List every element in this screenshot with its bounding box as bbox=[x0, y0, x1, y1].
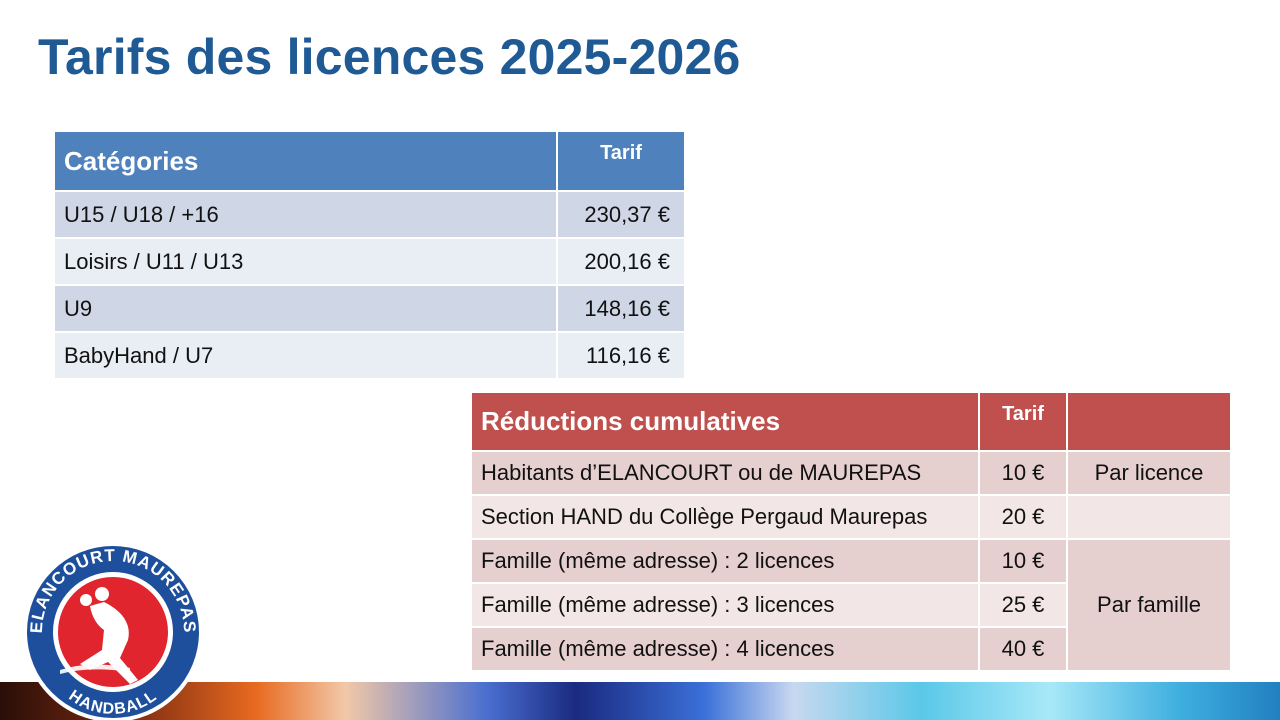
reduction-label-cell: Famille (même adresse) : 3 licences bbox=[470, 582, 980, 628]
club-logo: ELANCOURT MAUREPAS HANDBALL bbox=[23, 542, 203, 720]
category-cell: U15 / U18 / +16 bbox=[53, 190, 558, 239]
table-row: Famille (même adresse) : 4 licences 40 € bbox=[470, 626, 1231, 672]
handball-player-icon bbox=[60, 587, 138, 684]
column-header-categories: Catégories bbox=[53, 132, 558, 192]
price-cell: 200,16 € bbox=[556, 237, 686, 286]
column-header-tarif: Tarif bbox=[978, 393, 1068, 452]
column-header-scope bbox=[1066, 393, 1232, 452]
reduction-amount-cell: 10 € bbox=[978, 450, 1068, 496]
reduction-label-cell: Famille (même adresse) : 2 licences bbox=[470, 538, 980, 584]
price-cell: 148,16 € bbox=[556, 284, 686, 333]
table-row: U15 / U18 / +16 230,37 € bbox=[53, 190, 686, 239]
decorative-bottom-band bbox=[0, 682, 1280, 720]
reduction-label-cell: Section HAND du Collège Pergaud Maurepas bbox=[470, 494, 980, 540]
reduction-amount-cell: 40 € bbox=[978, 626, 1068, 672]
category-cell: BabyHand / U7 bbox=[53, 331, 558, 380]
category-cell: Loisirs / U11 / U13 bbox=[53, 237, 558, 286]
reduction-label-cell: Habitants d’ELANCOURT ou de MAUREPAS bbox=[470, 450, 980, 496]
reduction-amount-cell: 10 € bbox=[978, 538, 1068, 584]
table-header-row: Catégories Tarif bbox=[53, 132, 686, 192]
category-cell: U9 bbox=[53, 284, 558, 333]
reduction-scope-cell bbox=[1066, 494, 1232, 540]
column-header-reductions: Réductions cumulatives bbox=[470, 393, 980, 452]
table-row: Loisirs / U11 / U13 200,16 € bbox=[53, 237, 686, 286]
table-header-row: Réductions cumulatives Tarif bbox=[470, 393, 1232, 452]
reductions-table: Réductions cumulatives Tarif Habitants d… bbox=[470, 393, 1232, 672]
table-row: Famille (même adresse) : 3 licences 25 € bbox=[470, 582, 1231, 628]
table-row: Section HAND du Collège Pergaud Maurepas… bbox=[470, 494, 1232, 540]
table-row: BabyHand / U7 116,16 € bbox=[53, 331, 686, 380]
table-row: Habitants d’ELANCOURT ou de MAUREPAS 10 … bbox=[470, 450, 1232, 496]
table-row: Famille (même adresse) : 2 licences 10 €… bbox=[470, 538, 1232, 672]
price-cell: 230,37 € bbox=[556, 190, 686, 239]
reduction-scope-cell: Par licence bbox=[1066, 450, 1232, 496]
reduction-amount-cell: 20 € bbox=[978, 494, 1068, 540]
column-header-tarif: Tarif bbox=[556, 132, 686, 192]
reduction-scope-cell: Par famille bbox=[1066, 538, 1232, 672]
categories-table: Catégories Tarif U15 / U18 / +16 230,37 … bbox=[53, 132, 686, 380]
reduction-amount-cell: 25 € bbox=[978, 582, 1068, 628]
table-row: U9 148,16 € bbox=[53, 284, 686, 333]
price-cell: 116,16 € bbox=[556, 331, 686, 380]
page-title: Tarifs des licences 2025-2026 bbox=[38, 29, 741, 85]
reduction-label-cell: Famille (même adresse) : 4 licences bbox=[470, 626, 980, 672]
